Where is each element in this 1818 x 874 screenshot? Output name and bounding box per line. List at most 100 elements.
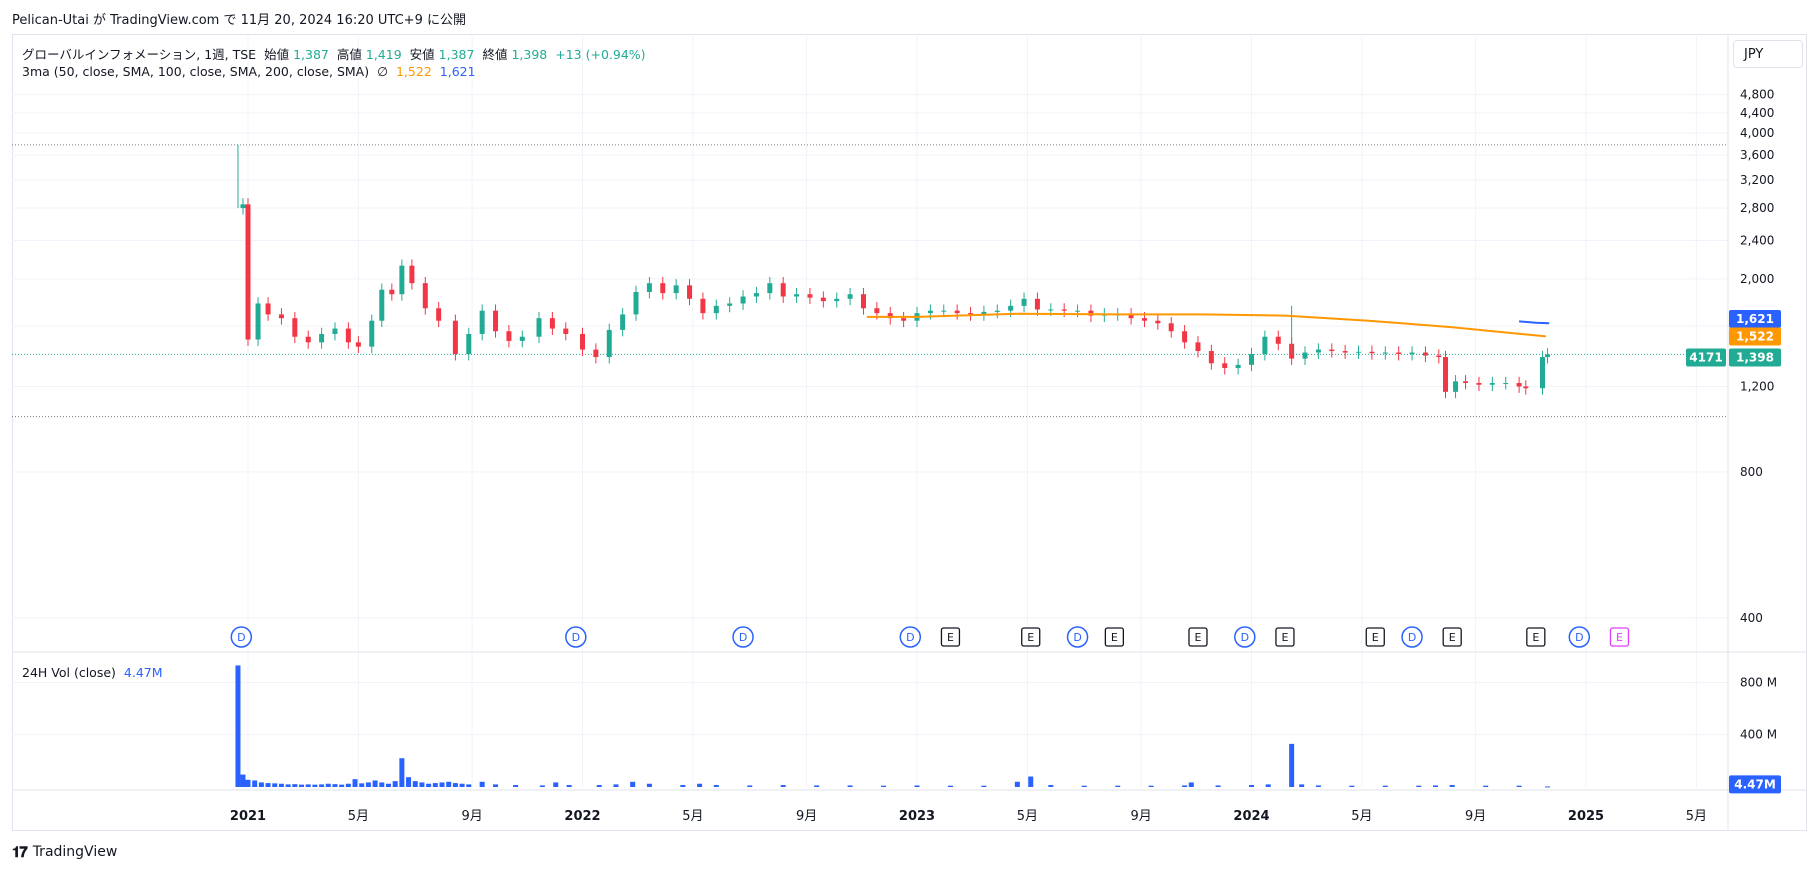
earnings-marker[interactable] (940, 627, 961, 647)
candle-body[interactable] (660, 283, 666, 294)
volume-bar[interactable] (1014, 781, 1020, 787)
candle-body[interactable] (767, 283, 773, 294)
candle-body[interactable] (1356, 351, 1362, 353)
earnings-marker[interactable] (1526, 627, 1546, 647)
candle-body[interactable] (422, 283, 428, 309)
candle-body[interactable] (1141, 318, 1147, 321)
volume-bar[interactable] (399, 758, 405, 787)
volume-bar[interactable] (747, 785, 753, 787)
candle-body[interactable] (379, 289, 385, 321)
candle-body[interactable] (593, 349, 599, 358)
volume-bar[interactable] (1545, 786, 1551, 788)
candle-body[interactable] (794, 294, 800, 297)
candle-body[interactable] (1443, 357, 1449, 392)
candle-body[interactable] (1369, 351, 1375, 354)
candle-body[interactable] (954, 310, 960, 314)
volume-bar[interactable] (881, 785, 887, 787)
dividend-marker[interactable] (1568, 626, 1591, 648)
candle-body[interactable] (369, 320, 375, 347)
candle-body[interactable] (860, 294, 866, 309)
volume-bar[interactable] (630, 781, 636, 787)
volume-bar[interactable] (613, 784, 619, 787)
candle-body[interactable] (1503, 383, 1509, 385)
candle-body[interactable] (1545, 354, 1551, 358)
candle-body[interactable] (1409, 352, 1415, 355)
currency-button[interactable]: JPY (1733, 40, 1803, 68)
volume-bar[interactable] (446, 781, 452, 787)
candle-body[interactable] (968, 313, 974, 315)
candle-body[interactable] (245, 204, 251, 340)
candle-body[interactable] (1382, 352, 1388, 354)
volume-bar[interactable] (566, 785, 572, 787)
candle-body[interactable] (1342, 351, 1348, 353)
volume-bar[interactable] (245, 779, 251, 787)
candle-body[interactable] (389, 289, 395, 295)
candle-body[interactable] (452, 320, 458, 355)
candle-body[interactable] (240, 204, 246, 209)
volume-bar[interactable] (1265, 784, 1271, 787)
candle-body[interactable] (305, 336, 311, 343)
volume-bar[interactable] (426, 783, 432, 787)
candle-body[interactable] (994, 310, 1000, 312)
dividend-marker[interactable] (565, 626, 587, 648)
volume-bar[interactable] (1416, 785, 1422, 787)
candle-body[interactable] (874, 308, 880, 314)
volume-bar[interactable] (352, 779, 358, 787)
volume-bar[interactable] (252, 780, 258, 787)
upcoming-earnings-marker[interactable] (1609, 627, 1630, 647)
earnings-marker[interactable] (1021, 627, 1041, 647)
volume-bar[interactable] (814, 785, 820, 787)
candle-body[interactable] (1208, 351, 1214, 364)
candle-body[interactable] (807, 294, 813, 298)
candle-body[interactable] (646, 283, 652, 292)
candle-body[interactable] (1195, 342, 1201, 352)
candle-body[interactable] (820, 297, 826, 302)
candle-body[interactable] (519, 336, 525, 341)
volume-bar[interactable] (1215, 785, 1221, 787)
candle-body[interactable] (399, 265, 405, 295)
candle-body[interactable] (1088, 310, 1094, 316)
candle-body[interactable] (1222, 363, 1228, 369)
volume-bar[interactable] (459, 783, 465, 787)
dividend-marker[interactable] (1234, 626, 1256, 648)
volume-bar[interactable] (1188, 782, 1194, 787)
volume-bar[interactable] (1483, 785, 1489, 787)
volume-bar[interactable] (847, 785, 853, 787)
volume-bar[interactable] (419, 782, 425, 787)
dividend-marker[interactable] (899, 626, 922, 648)
volume-bar[interactable] (646, 783, 652, 787)
volume-bar[interactable] (278, 783, 284, 787)
volume-bar[interactable] (596, 785, 602, 787)
ma-legend[interactable]: 3ma (50, close, SMA, 100, close, SMA, 20… (22, 64, 480, 79)
candle-body[interactable] (1128, 314, 1134, 319)
volume-bar[interactable] (345, 783, 351, 787)
candle-body[interactable] (255, 303, 261, 340)
candle-body[interactable] (1182, 331, 1188, 343)
volume-bar[interactable] (1516, 785, 1522, 787)
volume-bar[interactable] (553, 782, 559, 787)
candle-body[interactable] (549, 318, 555, 329)
volume-bar[interactable] (1148, 785, 1154, 787)
candle-body[interactable] (713, 305, 719, 314)
candle-body[interactable] (633, 291, 639, 315)
candle-body[interactable] (1315, 349, 1321, 353)
volume-bar[interactable] (265, 783, 271, 787)
volume-bar[interactable] (1028, 776, 1034, 787)
candle-body[interactable] (479, 310, 485, 334)
candle-body[interactable] (901, 318, 907, 321)
volume-bar[interactable] (305, 784, 311, 787)
candle-body[interactable] (1463, 381, 1469, 384)
candle-body[interactable] (700, 298, 706, 314)
candle-body[interactable] (563, 328, 569, 334)
candle-body[interactable] (753, 293, 759, 297)
candle-body[interactable] (727, 303, 733, 306)
candle-body[interactable] (1075, 310, 1081, 312)
earnings-marker[interactable] (1365, 627, 1385, 647)
volume-bar[interactable] (339, 784, 345, 787)
candle-body[interactable] (1453, 381, 1459, 392)
volume-bar[interactable] (1289, 743, 1295, 787)
volume-bar[interactable] (452, 783, 458, 787)
volume-bar[interactable] (466, 784, 472, 787)
earnings-marker[interactable] (1442, 627, 1462, 647)
volume-bar[interactable] (1349, 785, 1355, 787)
